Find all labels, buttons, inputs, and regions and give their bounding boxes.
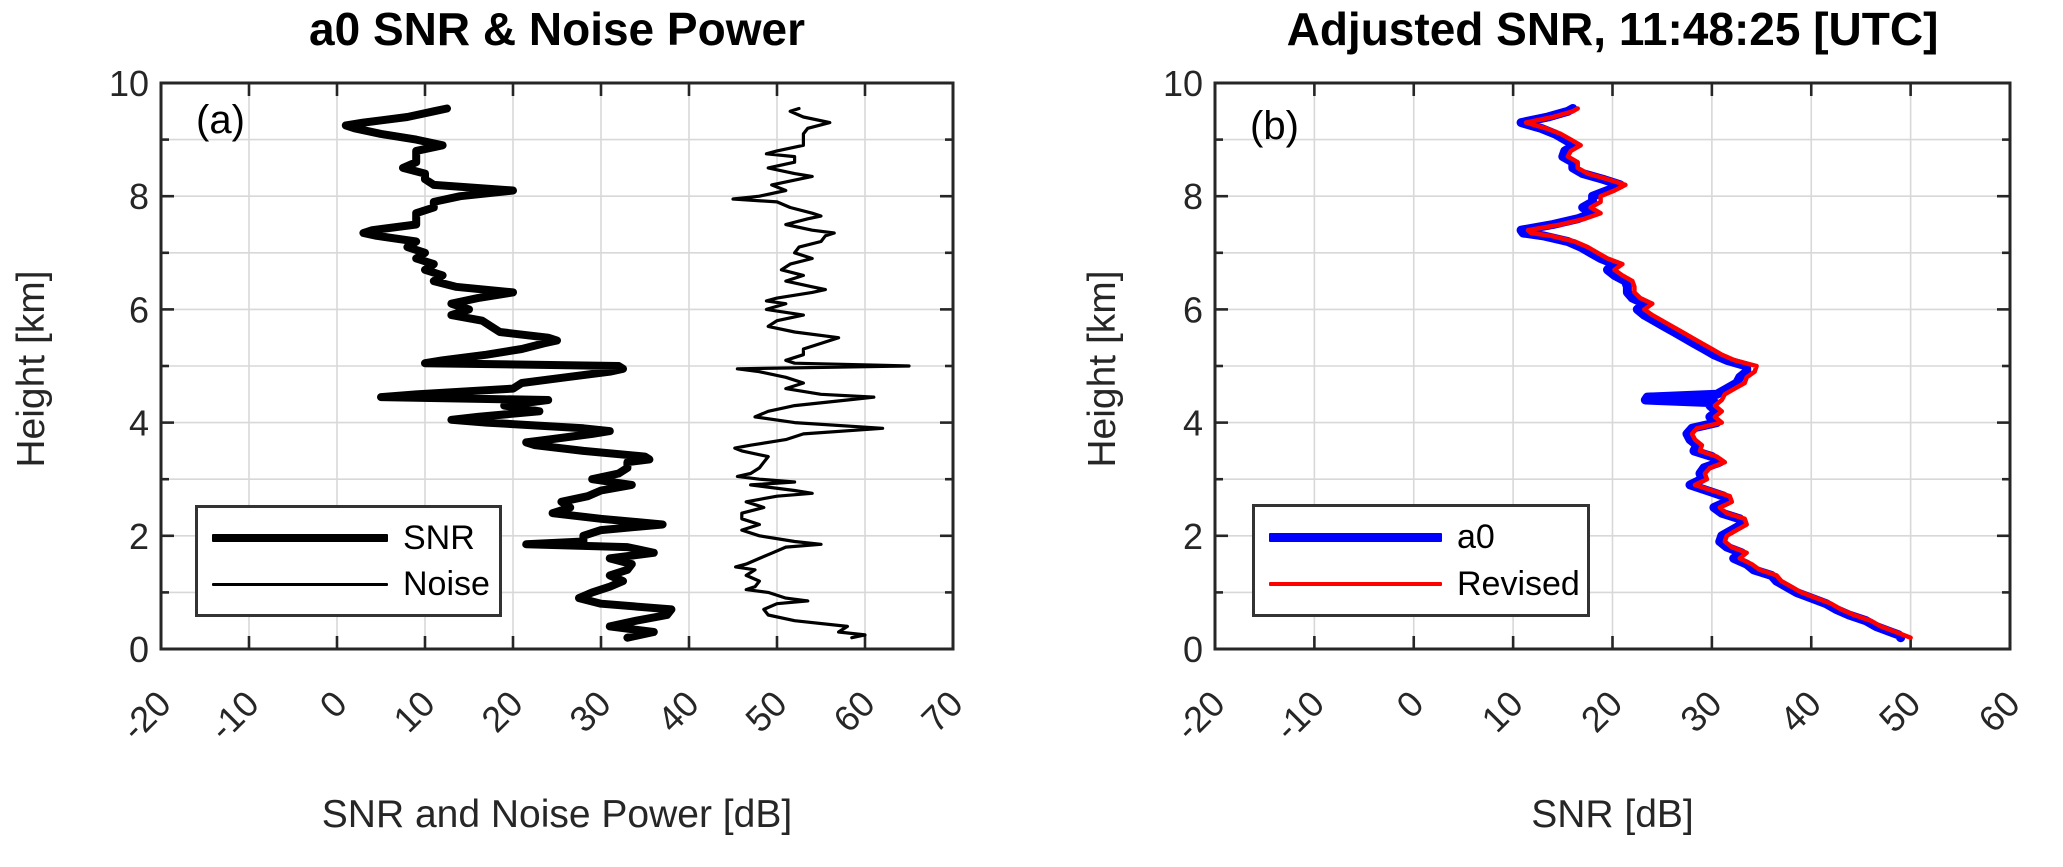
svg-text:50: 50 [737, 683, 794, 740]
svg-text:4: 4 [1183, 403, 1203, 444]
panel-b-legend: a0 Revised [1252, 504, 1590, 617]
svg-text:-20: -20 [1167, 683, 1233, 749]
svg-text:10: 10 [1473, 683, 1530, 740]
svg-text:0: 0 [1388, 683, 1431, 726]
panel-b-x-axis-label: SNR [dB] [1531, 793, 1694, 836]
svg-text:0: 0 [1183, 629, 1203, 670]
svg-text:2: 2 [129, 516, 149, 557]
legend-label-a0: a0 [1457, 518, 1495, 556]
svg-text:60: 60 [1970, 683, 2027, 740]
svg-text:2: 2 [1183, 516, 1203, 557]
svg-text:30: 30 [561, 683, 618, 740]
svg-text:0: 0 [312, 683, 355, 726]
panel-a-title: a0 SNR & Noise Power [309, 3, 805, 55]
svg-text:4: 4 [129, 403, 149, 444]
revised-line-swatch [1269, 581, 1442, 587]
svg-text:8: 8 [1183, 176, 1203, 217]
svg-text:0: 0 [129, 629, 149, 670]
svg-text:8: 8 [129, 176, 149, 217]
legend-item-noise: Noise [212, 567, 499, 601]
legend-label-revised: Revised [1457, 565, 1580, 603]
svg-text:50: 50 [1871, 683, 1928, 740]
svg-text:20: 20 [473, 683, 530, 740]
panel-b-y-axis-label: Height [km] [1081, 270, 1124, 468]
svg-text:40: 40 [649, 683, 706, 740]
svg-text:-10: -10 [201, 683, 267, 749]
svg-text:6: 6 [129, 289, 149, 330]
svg-text:60: 60 [825, 683, 882, 740]
legend-label-snr: SNR [403, 518, 475, 557]
legend-item-revised: Revised [1269, 567, 1587, 601]
panel-a-annotation: (a) [196, 98, 245, 142]
panel-a-legend: SNR Noise [195, 505, 502, 617]
snr-line-swatch [212, 533, 388, 542]
legend-item-snr: SNR [212, 521, 499, 555]
svg-text:-10: -10 [1266, 683, 1332, 749]
legend-item-a0: a0 [1269, 520, 1587, 554]
svg-text:10: 10 [385, 683, 442, 740]
panel-b-annotation: (b) [1250, 104, 1299, 148]
noise-line-swatch [212, 582, 388, 586]
svg-text:40: 40 [1772, 683, 1829, 740]
svg-text:70: 70 [913, 683, 970, 740]
svg-text:30: 30 [1672, 683, 1729, 740]
svg-text:10: 10 [1163, 63, 1203, 104]
legend-label-noise: Noise [403, 565, 490, 604]
a0-line-swatch [1269, 532, 1442, 542]
panel-b-title: Adjusted SNR, 11:48:25 [UTC] [1286, 3, 1939, 55]
svg-text:-20: -20 [113, 683, 179, 749]
panel-a-x-axis-label: SNR and Noise Power [dB] [321, 793, 793, 836]
panel-a-y-axis-label: Height [km] [10, 270, 53, 468]
svg-text:20: 20 [1573, 683, 1630, 740]
svg-text:6: 6 [1183, 289, 1203, 330]
svg-text:10: 10 [109, 63, 149, 104]
